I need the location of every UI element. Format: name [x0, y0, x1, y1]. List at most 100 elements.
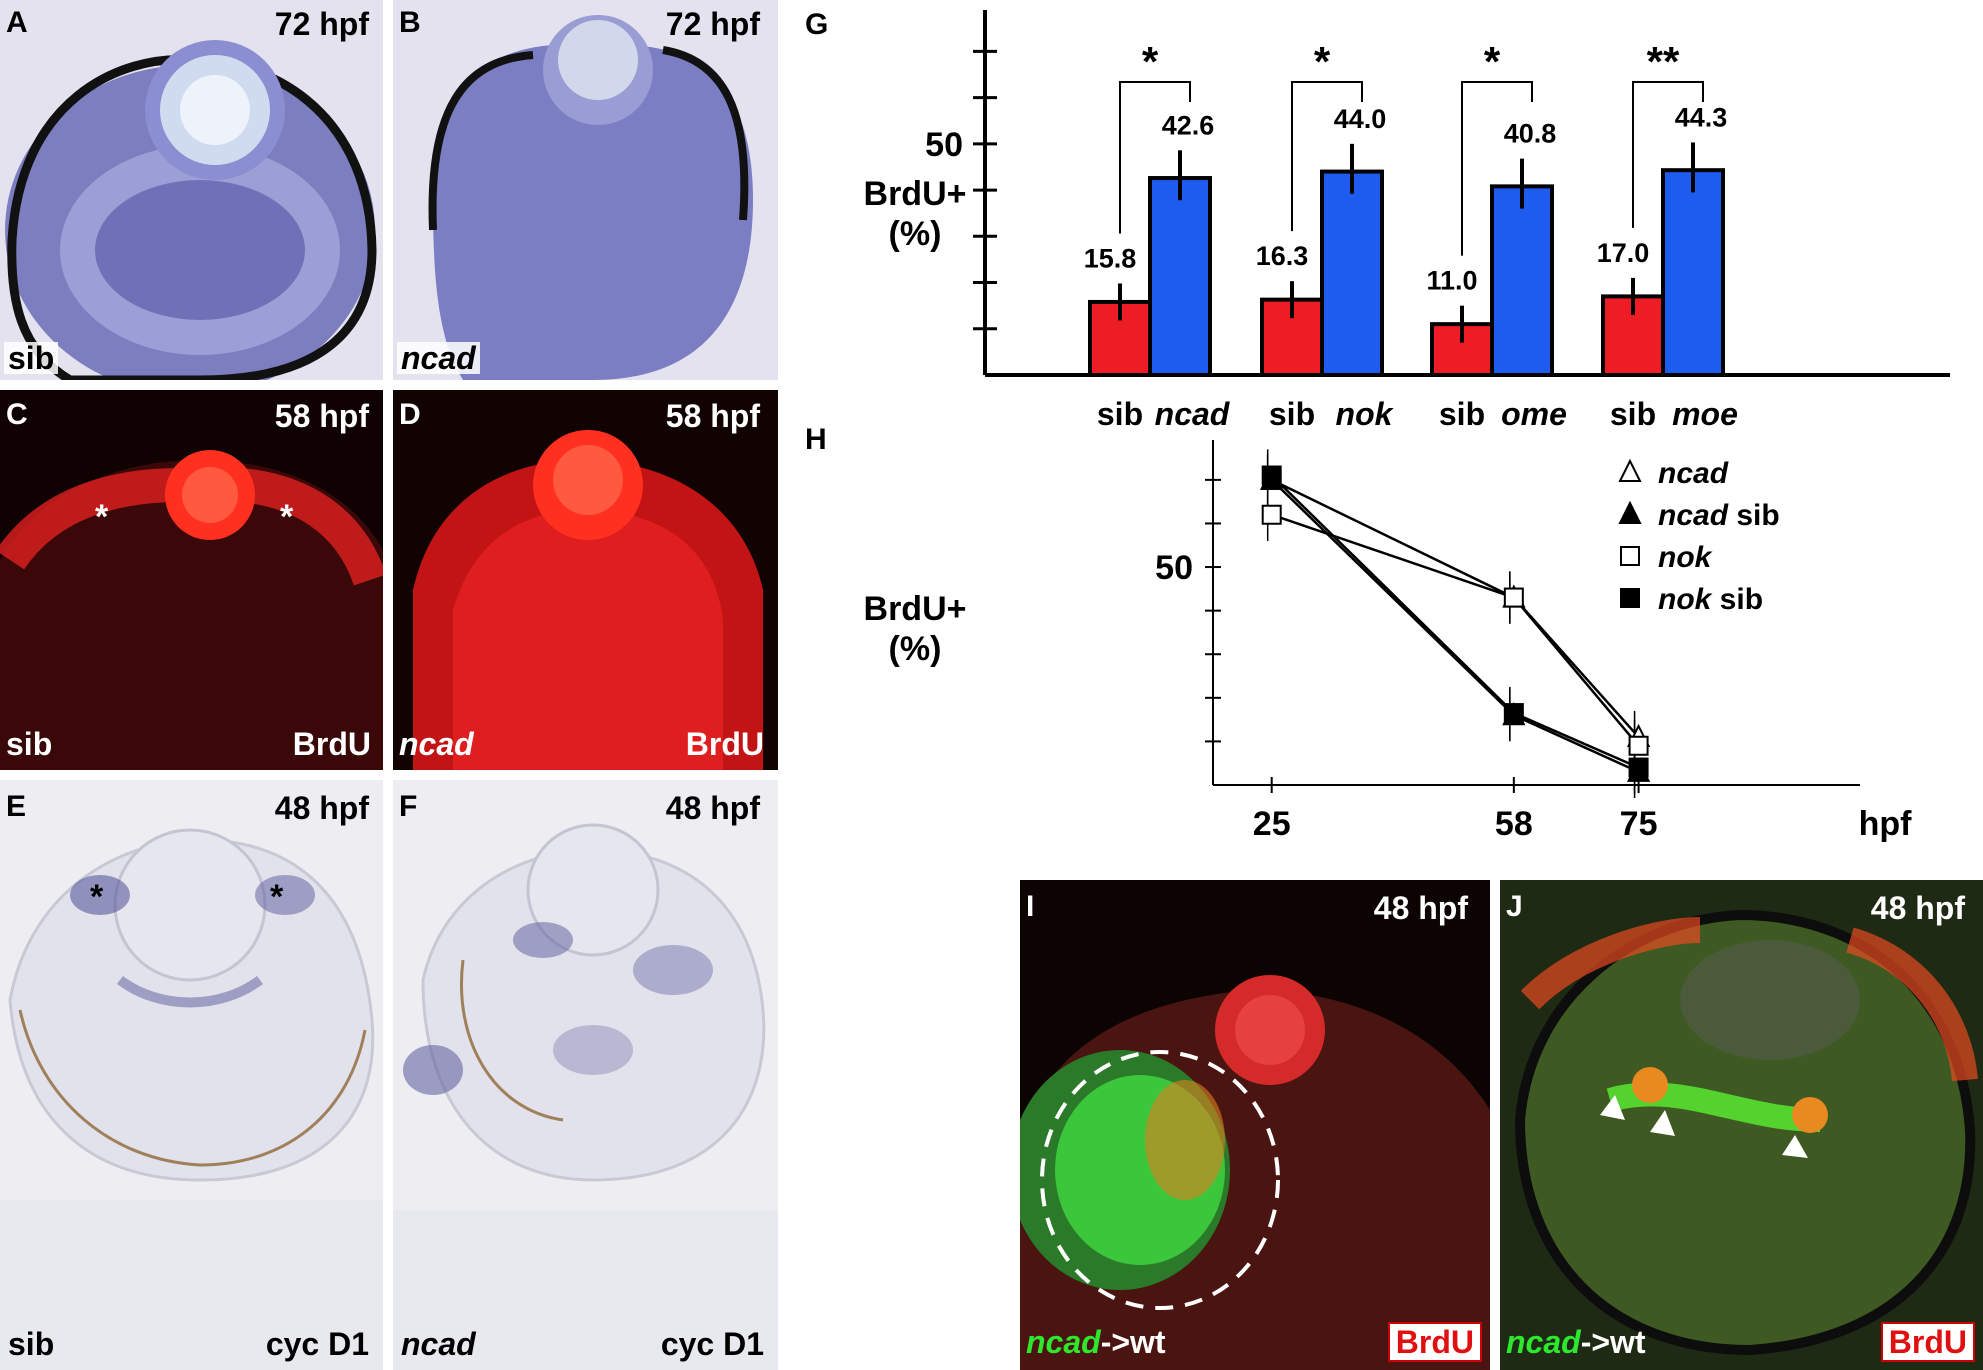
panel-letter: J — [1506, 890, 1523, 923]
value-label-sib: 16.3 — [1256, 241, 1309, 271]
x-tick-label: 58 — [1495, 805, 1533, 843]
asterisk-marker: * — [95, 498, 109, 536]
significance-bracket — [1632, 81, 1704, 228]
panel-i-transplant-48hpf: I 48 hpf ncad->wt BrdU — [1020, 880, 1490, 1370]
stage-label: 48 hpf — [1373, 890, 1468, 926]
stain-label: cyc D1 — [265, 1326, 369, 1362]
stage-label: 48 hpf — [665, 790, 760, 826]
x-label-mutant: ncad — [1155, 396, 1231, 432]
panel-b-ncad-72hpf: B 72 hpf ncad — [393, 0, 778, 380]
legend-entry: ncad sib — [1658, 499, 1780, 532]
bar-mutant — [1490, 184, 1554, 377]
panel-f-ncad-cycd1-48hpf: F 48 hpf ncad cyc D1 — [393, 780, 778, 1370]
bar-mutant — [1148, 176, 1212, 377]
stage-label: 48 hpf — [274, 790, 369, 826]
genotype-label: sib — [4, 342, 59, 374]
x-label-sib: sib — [1269, 396, 1315, 432]
bar-mutant — [1320, 169, 1384, 377]
panel-letter: F — [399, 790, 418, 823]
panel-letter: B — [399, 6, 421, 39]
panel-letter: I — [1026, 890, 1035, 923]
legend-entry: nok — [1658, 541, 1713, 574]
value-label-mutant: 44.3 — [1675, 102, 1728, 132]
panel-letter: E — [6, 790, 27, 823]
in-situ-image — [0, 780, 383, 1370]
panel-a-sib-72hpf: A 72 hpf sib — [0, 0, 383, 380]
h-markers — [1260, 458, 1651, 782]
genotype-label: sib — [6, 726, 53, 762]
panel-e-sib-cycd1-48hpf: * * E 48 hpf sib cyc D1 — [0, 780, 383, 1370]
panel-letter: C — [6, 398, 28, 431]
brdu-fluorescence-image — [393, 390, 778, 770]
series-line — [1270, 474, 1640, 769]
stain-label: cyc D1 — [660, 1326, 764, 1362]
stage-label: 58 hpf — [274, 398, 369, 434]
x-axis-label: hpf — [1859, 805, 1913, 843]
open-square-marker — [1503, 587, 1524, 608]
stain-label: BrdU — [685, 726, 764, 762]
transplant-label: ncad->wt — [1506, 1324, 1646, 1360]
significance-bracket — [1461, 81, 1533, 256]
transplant-fluorescence-image — [1500, 880, 1983, 1370]
y-axis-label-unit: (%) — [889, 630, 942, 668]
g-bars — [1088, 81, 1725, 378]
value-label-sib: 15.8 — [1084, 243, 1137, 273]
y-axis-label: BrdU+ — [864, 590, 967, 628]
x-label-sib: sib — [1610, 396, 1656, 432]
x-tick-label: 75 — [1620, 805, 1658, 843]
panel-j-transplant-48hpf: J 48 hpf ncad->wt BrdU — [1500, 880, 1983, 1370]
stain-label: BrdU — [1880, 1322, 1975, 1362]
x-tick-label: 25 — [1253, 805, 1291, 843]
x-label-mutant: ome — [1501, 396, 1567, 432]
significance-marker: * — [1314, 38, 1331, 85]
y-axis-label: BrdU+ — [864, 175, 967, 213]
panel-d-ncad-brdu-58hpf: D 58 hpf ncad BrdU — [393, 390, 778, 770]
y-axis-label-unit: (%) — [889, 215, 942, 253]
filled-square-marker — [1628, 757, 1649, 778]
stage-label: 72 hpf — [274, 6, 369, 42]
stain-label: BrdU — [1387, 1322, 1482, 1362]
legend-entry: nok sib — [1658, 583, 1763, 616]
genotype-label: ncad — [399, 726, 474, 762]
panel-letter: A — [6, 6, 28, 39]
filled-triangle-marker — [1618, 500, 1642, 524]
significance-bracket — [1119, 81, 1191, 234]
asterisk-marker: * — [280, 498, 294, 536]
significance-marker: * — [1484, 38, 1501, 85]
filled-square-marker — [1503, 703, 1524, 724]
significance-marker: ** — [1647, 38, 1680, 85]
panel-letter: D — [399, 398, 421, 431]
x-label-mutant: nok — [1336, 396, 1395, 432]
eye-section-image — [0, 0, 383, 380]
eye-section-image — [393, 0, 778, 380]
in-situ-image — [393, 780, 778, 1370]
series-line — [1271, 513, 1640, 747]
h-lines — [1266, 449, 1640, 799]
open-square-marker — [1628, 735, 1649, 756]
x-label-sib: sib — [1439, 396, 1485, 432]
genotype-label: ncad — [401, 1326, 476, 1362]
stage-label: 58 hpf — [665, 398, 760, 434]
series-line — [1271, 478, 1640, 738]
open-triangle-marker — [1618, 458, 1642, 482]
chart-h-brdu-timecourse: 50 25 58 75 hpf BrdU+(%) ncad ncad sib nok nok si… — [864, 440, 1913, 843]
asterisk-marker: * — [90, 878, 104, 916]
stage-label: 72 hpf — [665, 6, 760, 42]
panel-letter-h: H — [805, 423, 827, 456]
brdu-fluorescence-image — [0, 390, 383, 770]
x-label-sib: sib — [1097, 396, 1143, 432]
y-tick-label: 50 — [1155, 549, 1193, 587]
value-label-mutant: 44.0 — [1334, 104, 1387, 134]
filled-square-marker — [1620, 588, 1640, 608]
significance-bracket — [1291, 81, 1363, 232]
open-square-marker — [1620, 546, 1640, 566]
transplant-label: ncad->wt — [1026, 1324, 1166, 1360]
y-tick-label: 50 — [925, 126, 963, 164]
value-label-mutant: 42.6 — [1162, 110, 1215, 140]
h-axis — [1205, 440, 1860, 793]
panel-letter-g: G — [805, 8, 829, 41]
asterisk-marker: * — [270, 878, 284, 916]
value-label-mutant: 40.8 — [1504, 119, 1557, 149]
